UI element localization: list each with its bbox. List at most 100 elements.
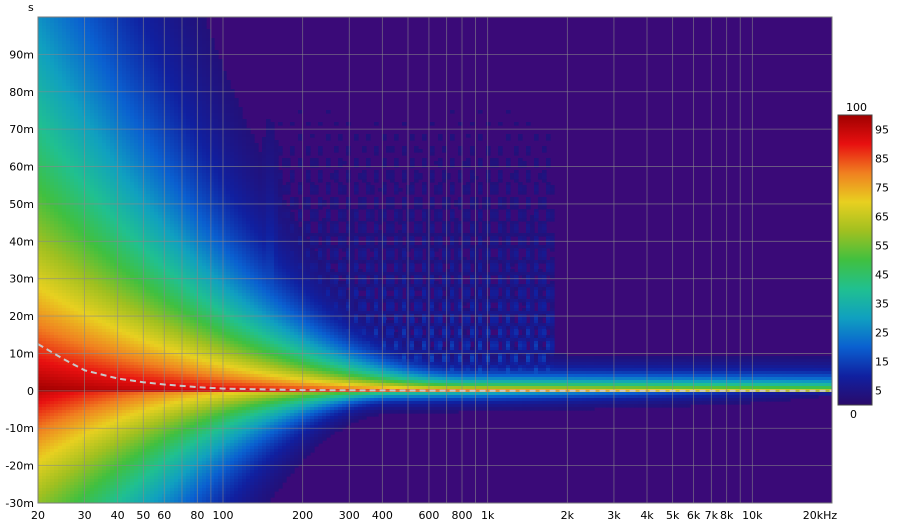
- heatmap-cell: [106, 461, 111, 465]
- heatmap-cell: [130, 35, 135, 39]
- heatmap-cell: [150, 377, 155, 381]
- heatmap-cell: [46, 323, 51, 327]
- heatmap-cell: [138, 302, 143, 306]
- heatmap-cell: [130, 41, 135, 45]
- heatmap-cell: [118, 413, 123, 417]
- heatmap-cell: [118, 251, 123, 255]
- heatmap-cell: [42, 44, 47, 48]
- heatmap-cell: [86, 176, 91, 180]
- heatmap-cell: [150, 113, 155, 117]
- heatmap-cell: [66, 71, 71, 75]
- heatmap-cell: [42, 272, 47, 276]
- heatmap-cell: [126, 197, 131, 201]
- heatmap-cell: [142, 125, 147, 129]
- heatmap-cell: [42, 302, 47, 306]
- heatmap-cell: [146, 347, 151, 351]
- heatmap-cell: [90, 164, 95, 168]
- heatmap-cell: [94, 350, 99, 354]
- heatmap-cell: [54, 128, 59, 132]
- heatmap-cell: [134, 167, 139, 171]
- heatmap-cell: [42, 251, 47, 255]
- heatmap-cell: [130, 170, 135, 174]
- heatmap-cell: [94, 41, 99, 45]
- heatmap-cell: [86, 311, 91, 315]
- heatmap-cell: [86, 473, 91, 477]
- heatmap-cell: [106, 341, 111, 345]
- heatmap-cell: [42, 470, 47, 474]
- heatmap-cell: [102, 398, 107, 402]
- heatmap-cell: [98, 266, 103, 270]
- heatmap-cell: [130, 206, 135, 210]
- heatmap-cell: [146, 26, 151, 30]
- heatmap-cell: [146, 404, 151, 408]
- heatmap-cell: [94, 203, 99, 207]
- heatmap-cell: [66, 446, 71, 450]
- heatmap-cell: [154, 500, 159, 503]
- heatmap-cell: [118, 260, 123, 264]
- heatmap-cell: [74, 401, 79, 405]
- heatmap-cell: [94, 74, 99, 78]
- heatmap-cell: [122, 371, 127, 375]
- heatmap-cell: [138, 434, 143, 438]
- heatmap-cell: [86, 92, 91, 96]
- heatmap-cell: [126, 398, 131, 402]
- heatmap-cell: [114, 71, 119, 75]
- heatmap-cell: [50, 197, 55, 201]
- heatmap-cell: [150, 434, 155, 438]
- heatmap-cell: [146, 332, 151, 336]
- heatmap-cell: [134, 287, 139, 291]
- heatmap-cell: [42, 35, 47, 39]
- heatmap-cell: [102, 20, 107, 24]
- heatmap-cell: [122, 497, 127, 501]
- heatmap-cell: [58, 167, 63, 171]
- heatmap-cell: [134, 191, 139, 195]
- heatmap-cell: [154, 341, 159, 345]
- heatmap-cell: [154, 263, 159, 267]
- heatmap-cell: [102, 338, 107, 342]
- heatmap-cell: [98, 53, 103, 57]
- heatmap-cell: [62, 380, 67, 384]
- heatmap-cell: [114, 350, 119, 354]
- heatmap-cell: [58, 260, 63, 264]
- heatmap-cell: [122, 488, 127, 492]
- heatmap-cell: [158, 338, 163, 342]
- heatmap-cell: [62, 266, 67, 270]
- heatmap-cell: [46, 173, 51, 177]
- heatmap-cell: [90, 50, 95, 54]
- heatmap-cell: [106, 491, 111, 495]
- heatmap-cell: [54, 215, 59, 219]
- heatmap-cell: [90, 437, 95, 441]
- heatmap-cell: [154, 320, 159, 324]
- heatmap-cell: [90, 287, 95, 291]
- heatmap-cell: [154, 119, 159, 123]
- heatmap-cell: [62, 248, 67, 252]
- heatmap-cell: [146, 317, 151, 321]
- heatmap-cell: [50, 401, 55, 405]
- heatmap-cell: [138, 449, 143, 453]
- heatmap-cell: [38, 467, 43, 471]
- heatmap-cell: [54, 140, 59, 144]
- heatmap-cell: [78, 287, 83, 291]
- heatmap-cell: [130, 242, 135, 246]
- heatmap-cell: [134, 326, 139, 330]
- heatmap-cell: [54, 116, 59, 120]
- heatmap-cell: [50, 392, 55, 396]
- heatmap-cell: [94, 284, 99, 288]
- heatmap-cell: [102, 221, 107, 225]
- heatmap-cell: [90, 89, 95, 93]
- heatmap-cell: [122, 347, 127, 351]
- heatmap-cell: [118, 431, 123, 435]
- heatmap-cell: [46, 440, 51, 444]
- heatmap-cell: [58, 71, 63, 75]
- heatmap-cell: [158, 47, 163, 51]
- heatmap-cell: [58, 59, 63, 63]
- heatmap-cell: [106, 239, 111, 243]
- heatmap-cell: [42, 98, 47, 102]
- heatmap-cell: [42, 95, 47, 99]
- heatmap-cell: [58, 296, 63, 300]
- heatmap-cell: [102, 413, 107, 417]
- heatmap-cell: [122, 227, 127, 231]
- heatmap-cell: [66, 278, 71, 282]
- heatmap-cell: [46, 263, 51, 267]
- heatmap-cell: [54, 431, 59, 435]
